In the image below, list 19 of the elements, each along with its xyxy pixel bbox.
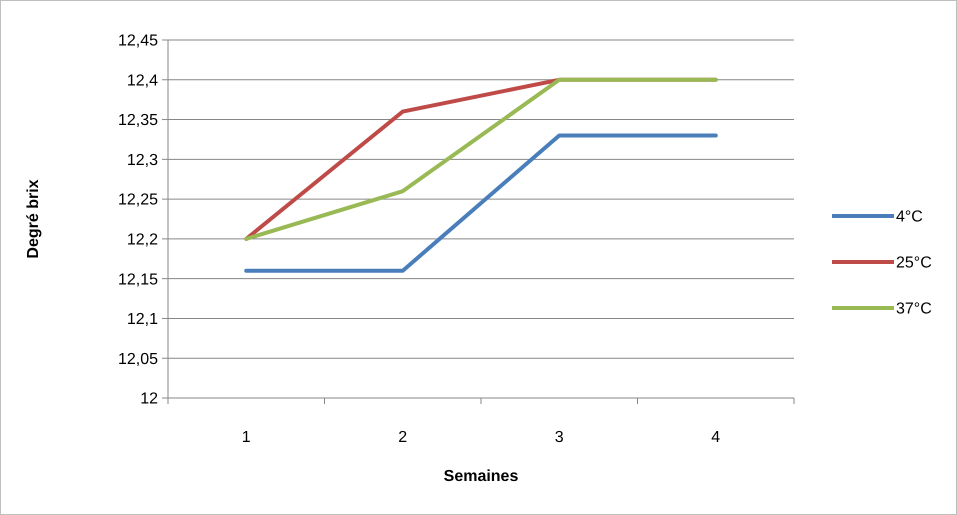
x-tick-label: 3: [554, 429, 564, 446]
y-tick-label: 12,4: [126, 72, 158, 90]
y-tick-label: 12,35: [118, 112, 158, 130]
y-tick-label: 12,25: [118, 192, 158, 209]
x-tick-label: 2: [398, 429, 408, 446]
y-tick-label: 12,2: [126, 231, 158, 248]
legend-label: 4°C: [896, 208, 923, 226]
legend-label: 37°C: [896, 300, 932, 318]
y-tick-label: 12,3: [126, 152, 158, 169]
y-tick-label: 12: [140, 390, 158, 408]
x-tick-label: 1: [242, 429, 251, 446]
y-tick-label: 12,05: [118, 350, 158, 368]
x-axis-title: Semaines: [444, 468, 518, 485]
legend-label: 25°C: [896, 254, 932, 272]
y-tick-label: 12,15: [118, 271, 158, 288]
y-tick-label: 12,45: [118, 32, 158, 50]
x-tick-label: 4: [711, 429, 720, 446]
y-axis-title: Degré brix: [25, 179, 42, 259]
y-tick-label: 12,1: [126, 311, 158, 328]
